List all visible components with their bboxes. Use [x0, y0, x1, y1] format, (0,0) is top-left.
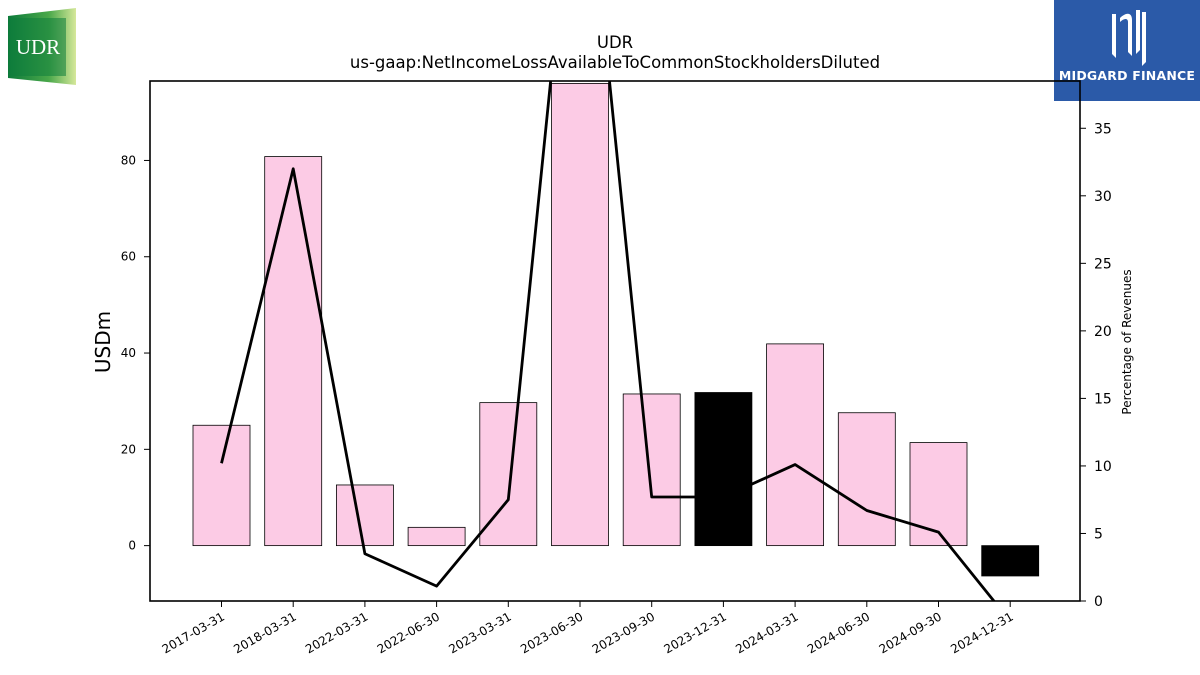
y-tick-label: 40: [121, 346, 136, 360]
y-axis-label: USDm: [91, 311, 115, 373]
y-tick-label: 20: [121, 442, 136, 456]
y2-tick-label: 5: [1094, 526, 1103, 542]
plot-frame: [149, 80, 1081, 602]
midgard-logo-text: MIDGARD FINANCE: [1058, 68, 1196, 83]
y2-tick-label: 25: [1094, 256, 1112, 272]
x-tick-label: 2024-06-30: [805, 609, 872, 656]
x-tick-label: 2023-06-30: [518, 609, 585, 656]
midgard-emblem-icon: [1112, 10, 1146, 66]
x-tick-label: 2022-03-31: [303, 609, 370, 656]
x-tick-label: 2024-12-31: [948, 609, 1015, 656]
y-tick-label: 60: [121, 250, 136, 264]
y2-tick-label: 15: [1094, 391, 1112, 407]
y2-tick-label: 35: [1094, 121, 1112, 137]
x-tick-label: 2024-03-31: [733, 609, 800, 656]
y2-axis-label: Percentage of Revenues: [1120, 269, 1134, 414]
bar-2022-03-31: [335, 484, 394, 547]
y2-tick-label: 10: [1094, 459, 1112, 475]
bar-2018-03-31: [264, 156, 323, 547]
x-tick-label: 2024-09-30: [877, 609, 944, 656]
y-tick-label: 0: [128, 539, 136, 553]
bar-2022-06-30: [407, 526, 466, 547]
y-tick-label: 80: [121, 153, 136, 167]
y2-tick-label: 20: [1094, 324, 1112, 340]
x-tick-label: 2017-03-31: [160, 609, 227, 656]
y2-tick-label: 0: [1094, 594, 1103, 610]
bar-2024-03-31: [766, 343, 824, 547]
midgard-finance-logo: MIDGARD FINANCE: [1054, 0, 1200, 101]
x-tick-label: 2018-03-31: [231, 609, 298, 656]
bar-2023-06-30: [551, 83, 609, 547]
line-series-percentage-of-revenues: [220, 81, 996, 601]
x-tick-label: 2022-06-30: [375, 609, 442, 656]
chart-title: UDR: [597, 33, 633, 52]
bar-2017-03-31: [192, 424, 251, 547]
x-tick-label: 2023-03-31: [446, 609, 513, 656]
x-tick-label: 2023-09-30: [590, 609, 657, 656]
bar-2023-12-31: [694, 392, 753, 547]
plot-area: 0 20 40 60 80 0 5 10 15 20 25 30 35 2017-03-31 2018-03…: [121, 80, 1112, 656]
udr-logo: UDR: [8, 8, 76, 85]
bar-2024-06-30: [837, 412, 896, 547]
bar-2024-12-31: [981, 545, 1040, 577]
bar-2024-09-30: [909, 442, 968, 547]
plot-marks: [192, 81, 1040, 601]
bar-2023-09-30: [622, 393, 681, 547]
y2-tick-label: 30: [1094, 189, 1112, 205]
svg-text:UDR: UDR: [16, 35, 60, 59]
chart-subtitle: us-gaap:NetIncomeLossAvailableToCommonSt…: [350, 53, 880, 72]
x-tick-label: 2023-12-31: [661, 609, 728, 656]
